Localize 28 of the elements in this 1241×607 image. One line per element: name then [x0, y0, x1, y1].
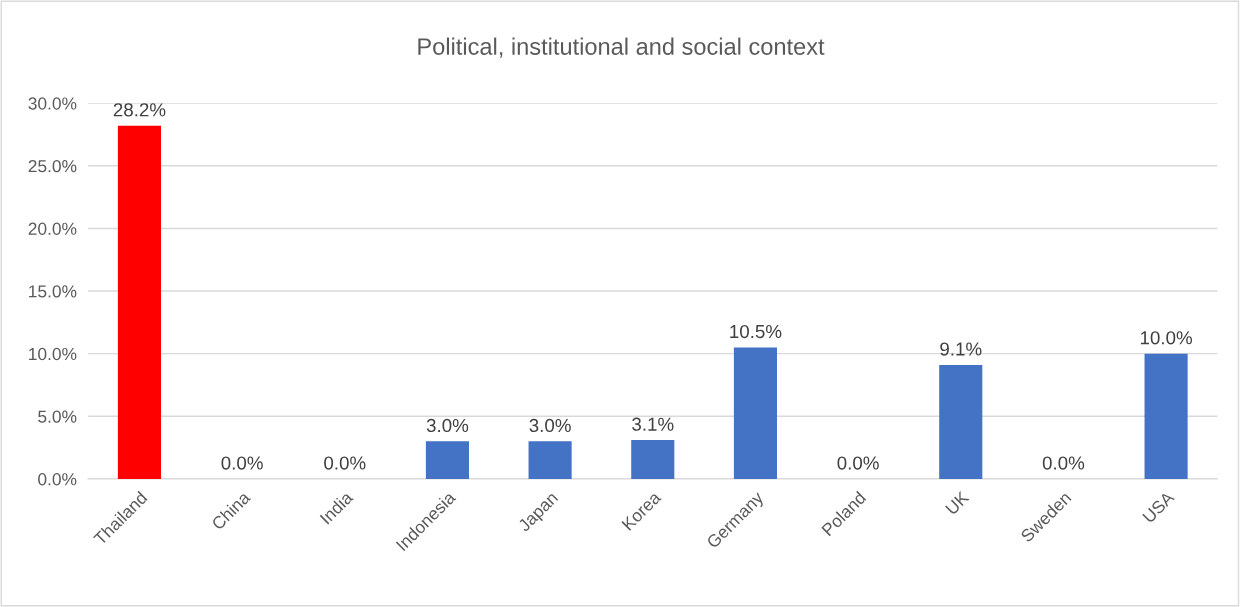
bar: [117, 125, 161, 479]
y-tick-label: 10.0%: [29, 347, 77, 361]
data-label: 3.0%: [426, 418, 469, 433]
data-label: 0.0%: [324, 456, 366, 470]
x-tick-label: UK: [945, 490, 970, 516]
chart-title: Political, institutional and social context: [418, 37, 825, 58]
data-label: 9.1%: [940, 342, 982, 356]
data-label: 3.1%: [632, 417, 674, 431]
x-tick-label: USA: [1142, 490, 1176, 524]
data-label: 0.0%: [221, 456, 263, 470]
bar: [528, 441, 572, 479]
data-label: 0.0%: [837, 456, 879, 470]
bar: [1144, 353, 1188, 479]
bar: [425, 441, 469, 479]
bar: [939, 364, 983, 479]
y-tick-label: 25.0%: [28, 159, 77, 173]
y-tick-label: 0.0%: [38, 473, 77, 486]
y-tick-label: 20.0%: [28, 222, 77, 235]
y-tick-label: 5.0%: [38, 410, 77, 423]
data-label: 28.2%: [113, 103, 166, 117]
y-tick-label: 30.0%: [28, 97, 77, 110]
bar: [631, 440, 675, 479]
y-tick-label: 15.0%: [29, 285, 77, 298]
bar: [733, 347, 777, 479]
data-label: 0.0%: [1042, 456, 1085, 470]
data-label: 10.5%: [730, 324, 782, 339]
data-label: 3.0%: [529, 418, 571, 433]
data-label: 10.0%: [1140, 331, 1193, 345]
